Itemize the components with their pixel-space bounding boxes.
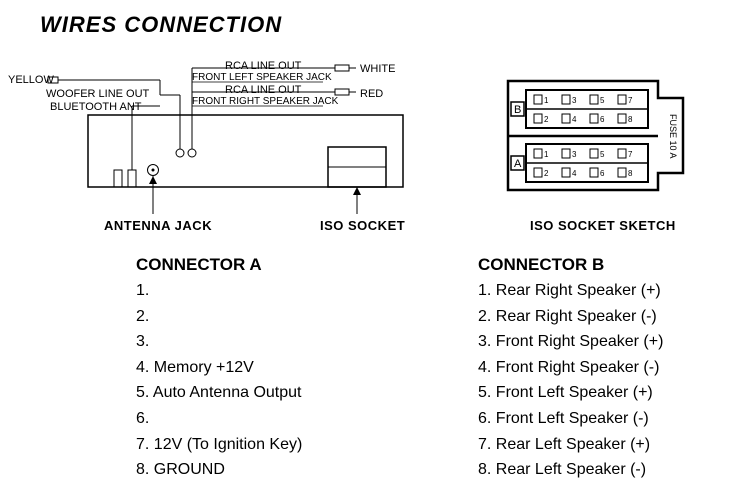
connector-b-title: CONNECTOR B	[478, 255, 604, 275]
list-item: 7. Rear Left Speaker (+)	[478, 432, 663, 458]
svg-text:6: 6	[600, 115, 605, 124]
svg-text:3: 3	[572, 96, 577, 105]
svg-text:8: 8	[628, 169, 633, 178]
connector-b-list: 1. Rear Right Speaker (+) 2. Rear Right …	[478, 278, 663, 483]
svg-text:1: 1	[544, 150, 549, 159]
list-item: 2.	[136, 304, 302, 330]
list-item: 4. Front Right Speaker (-)	[478, 355, 663, 381]
svg-text:3: 3	[572, 150, 577, 159]
svg-text:2: 2	[544, 115, 549, 124]
svg-text:7: 7	[628, 150, 633, 159]
list-item: 2. Rear Right Speaker (-)	[478, 304, 663, 330]
fuse-label: FUSE 10 A	[668, 114, 678, 159]
list-item: 3. Front Right Speaker (+)	[478, 329, 663, 355]
connector-a-title: CONNECTOR A	[136, 255, 262, 275]
svg-text:1: 1	[544, 96, 549, 105]
section-a-label: A	[514, 158, 522, 170]
list-item: 6. Front Left Speaker (-)	[478, 406, 663, 432]
svg-text:5: 5	[600, 150, 605, 159]
list-item: 8. GROUND	[136, 457, 302, 483]
list-item: 4. Memory +12V	[136, 355, 302, 381]
list-item: 1. Rear Right Speaker (+)	[478, 278, 663, 304]
list-item: 1.	[136, 278, 302, 304]
svg-text:6: 6	[600, 169, 605, 178]
list-item: 7. 12V (To Ignition Key)	[136, 432, 302, 458]
svg-text:4: 4	[572, 115, 577, 124]
svg-text:7: 7	[628, 96, 633, 105]
list-item: 8. Rear Left Speaker (-)	[478, 457, 663, 483]
list-item: 3.	[136, 329, 302, 355]
svg-text:8: 8	[628, 115, 633, 124]
svg-text:5: 5	[600, 96, 605, 105]
list-item: 6.	[136, 406, 302, 432]
connector-a-list: 1. 2. 3. 4. Memory +12V 5. Auto Antenna …	[136, 278, 302, 483]
wiring-diagram: B 1 3 5 7 2 4 6 8 A 1 3 5 7 2 4 6 8 FUS	[0, 0, 748, 240]
list-item: 5. Front Left Speaker (+)	[478, 380, 663, 406]
svg-text:4: 4	[572, 169, 577, 178]
list-item: 5. Auto Antenna Output	[136, 380, 302, 406]
section-b-label: B	[514, 104, 521, 116]
svg-text:2: 2	[544, 169, 549, 178]
